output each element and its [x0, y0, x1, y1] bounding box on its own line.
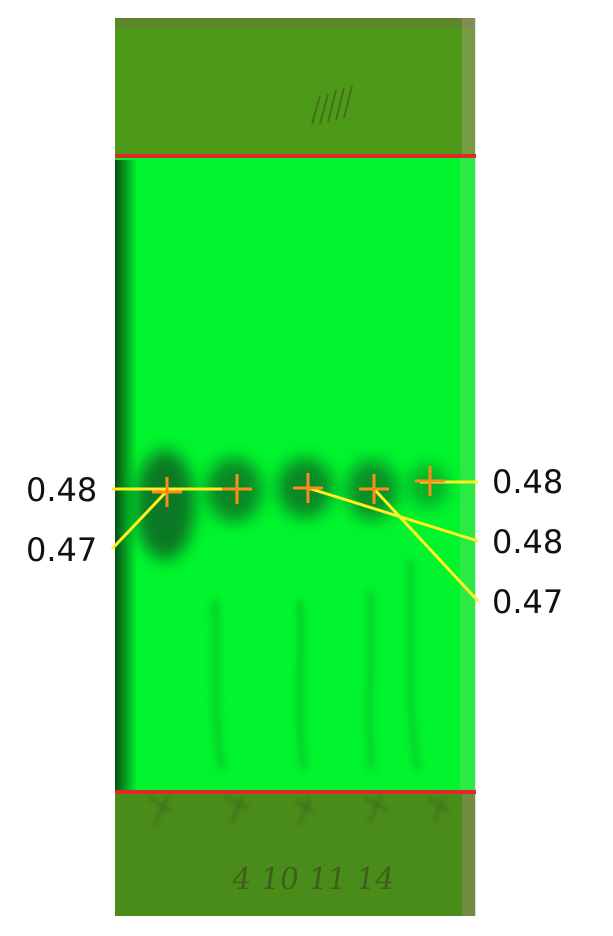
- plate-top-region: [115, 18, 475, 156]
- spot-lane-1: [135, 450, 195, 560]
- lane-streaks: [212, 559, 421, 771]
- rf-label-right-3: 0.47: [492, 583, 564, 621]
- marker-lane-3: [293, 473, 323, 503]
- marker-lane-5: [415, 466, 445, 496]
- plate-bottom-region: [115, 792, 475, 916]
- rf-label-right-1: 0.48: [492, 463, 564, 501]
- leader-line-left-2: [110, 490, 168, 551]
- marker-lane-1: [152, 477, 182, 507]
- rf-label-left-2: 0.47: [26, 531, 98, 569]
- marker-lane-2: [222, 474, 252, 504]
- rf-label-right-2: 0.48: [492, 523, 564, 561]
- marker-lane-4: [359, 474, 389, 504]
- leader-line-right-2: [307, 486, 479, 543]
- pencil-marks-top: [311, 85, 353, 125]
- spot-markers: [152, 466, 445, 507]
- origin-marks: [149, 795, 449, 827]
- leader-line-right-3: [372, 487, 480, 603]
- spot-lane-5: [408, 464, 448, 508]
- handwritten-lane-numbers: 4 10 11 14: [229, 862, 397, 897]
- rf-label-left-1: 0.48: [26, 471, 98, 509]
